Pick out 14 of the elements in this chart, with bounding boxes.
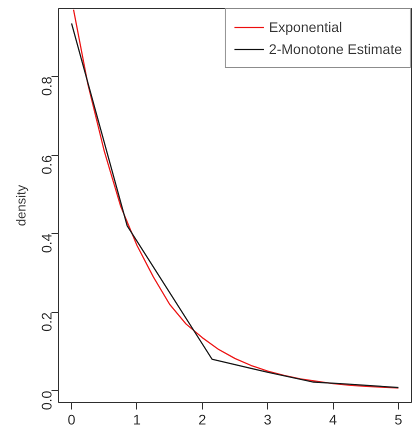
- x-tick-label: 5: [394, 412, 403, 428]
- y-tick-label: 0.2: [38, 312, 54, 332]
- y-tick-label: 0.4: [38, 233, 54, 254]
- y-tick-label: 0.0: [38, 390, 54, 410]
- y-axis-title: density: [14, 184, 28, 226]
- y-tick-label: 0.8: [38, 76, 54, 96]
- legend-label: 2-Monotone Estimate: [268, 41, 402, 57]
- x-tick-label: 4: [329, 412, 338, 428]
- y-tick-label: 0.6: [38, 154, 54, 174]
- x-tick-label: 0: [68, 412, 76, 428]
- x-tick-label: 2: [198, 412, 206, 428]
- x-tick-label: 1: [133, 412, 142, 428]
- x-tick-label: 3: [264, 412, 272, 428]
- legend-label: Exponential: [268, 19, 342, 35]
